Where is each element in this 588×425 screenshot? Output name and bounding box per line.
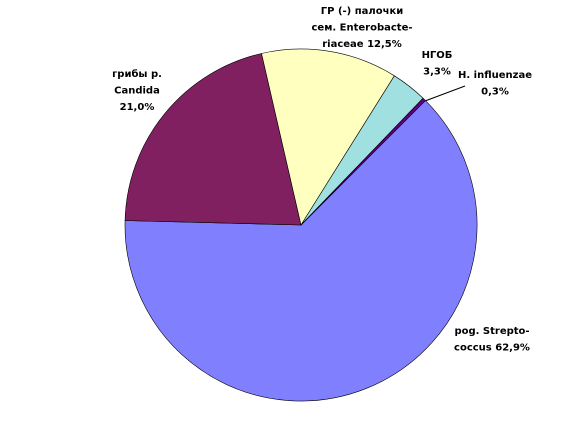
category-label: pog. Strepto- — [454, 326, 529, 337]
value-label: 3,3% — [423, 67, 451, 78]
category-label: Candida — [114, 86, 160, 97]
value-label: 0,3% — [481, 87, 509, 98]
value-label: 62,9% — [495, 343, 530, 354]
slice-label: coccus 62,9% — [454, 343, 530, 354]
category-label: H. influenzae — [458, 70, 532, 81]
pie-slice — [300, 97, 426, 226]
pie-slice — [261, 48, 395, 226]
pie-slice — [124, 100, 478, 402]
category-label: coccus — [454, 343, 492, 354]
category-label: грибы р. — [112, 68, 162, 80]
value-label: 21,0% — [120, 102, 155, 113]
slice-label: сем. Enterobacte- — [311, 23, 412, 34]
leader-line — [424, 85, 466, 102]
pie-slice — [124, 53, 302, 226]
category-label: riaceae — [322, 39, 364, 50]
slice-label: pog. Strepto- — [454, 326, 529, 337]
slice-label: НГОБ — [422, 50, 453, 61]
category-label: НГОБ — [422, 50, 453, 61]
slice-label: H. influenzae — [458, 70, 532, 81]
value-label: 12,5% — [367, 39, 402, 50]
slice-label: riaceae 12,5% — [322, 39, 402, 50]
slice-label: грибы р. — [112, 68, 162, 80]
category-label: сем. Enterobacte- — [311, 23, 412, 34]
category-label: ГР (-) палочки — [321, 6, 403, 17]
slice-label: ГР (-) палочки — [321, 6, 403, 17]
slice-label: Candida — [114, 86, 160, 97]
